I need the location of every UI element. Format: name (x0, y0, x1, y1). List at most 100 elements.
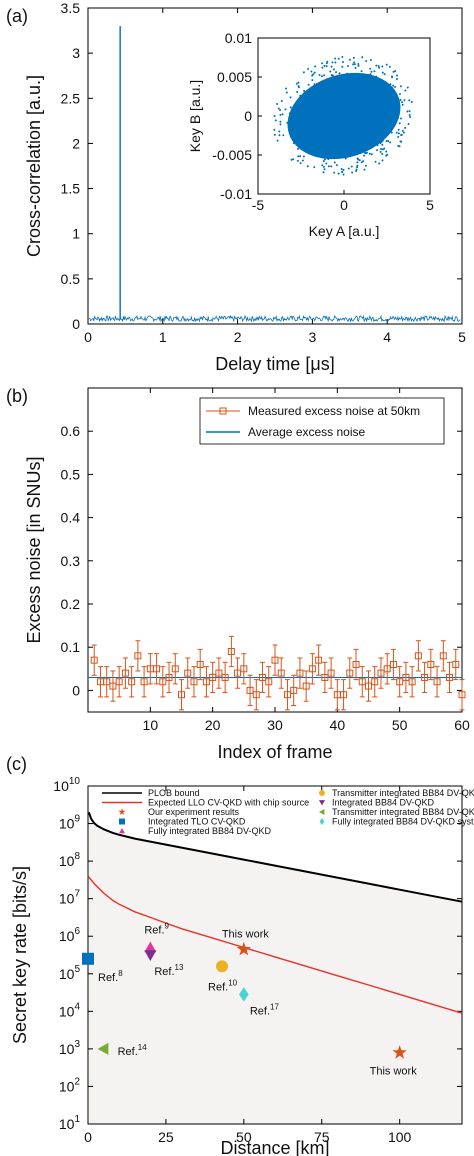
data-point (184, 669, 192, 677)
legend-marker (119, 828, 125, 834)
scatter-point (309, 87, 312, 90)
data-point (246, 686, 254, 694)
scatter-point (398, 145, 401, 148)
data-point (215, 669, 223, 677)
scatter-point (394, 102, 397, 105)
legend-marker (118, 808, 126, 815)
y-tick-label: 103 (59, 1039, 81, 1057)
scatter-point (292, 158, 295, 161)
scatter-point (340, 167, 343, 170)
y-tick-base: 10 (59, 1041, 75, 1057)
scatter-point (400, 140, 403, 143)
scatter-point (408, 114, 411, 117)
inset-y-axis-label: Key B [a.u.] (187, 80, 203, 152)
point-label-text: Ref. (144, 924, 164, 936)
scatter-point (299, 162, 302, 165)
scatter-point (392, 100, 395, 103)
scatter-point (306, 165, 309, 168)
scatter-point (394, 101, 397, 104)
y-tick-exponent: 7 (74, 889, 80, 900)
scatter-cloud (273, 55, 413, 176)
scatter-point (299, 155, 302, 158)
y-tick-label: 0.1 (61, 639, 81, 655)
scatter-point (389, 83, 392, 86)
point-marker (236, 941, 251, 956)
point-marker (216, 960, 229, 973)
x-tick-label: 100 (388, 1129, 412, 1145)
scatter-point (295, 104, 298, 107)
scatter-point (321, 62, 324, 65)
scatter-point (403, 99, 406, 102)
scatter-point (285, 87, 288, 90)
legend-box (199, 397, 445, 445)
scatter-point (380, 147, 383, 150)
inset-x-tick-label: 0 (340, 197, 348, 213)
data-point (296, 669, 304, 677)
point-label: Ref.13 (154, 963, 184, 978)
y-tick-label: 106 (59, 926, 81, 944)
scatter-point (352, 56, 355, 59)
y-tick-base: 10 (59, 928, 75, 944)
scatter-point (396, 104, 399, 107)
scatter-point (373, 70, 376, 73)
scatter-point (311, 79, 314, 82)
scatter-point (392, 107, 395, 110)
point-label-ref: 9 (165, 921, 170, 930)
point-label-text: This work (222, 928, 270, 940)
scatter-point (390, 88, 393, 91)
scatter-point (323, 158, 326, 161)
scatter-point (296, 90, 299, 93)
y-tick-exponent: 5 (74, 964, 80, 975)
scatter-point (335, 164, 338, 167)
scatter-point (408, 99, 411, 102)
scatter-point (387, 131, 390, 134)
scatter-point (322, 160, 325, 163)
x-tick-label: 60 (454, 717, 470, 733)
scatter-point (286, 121, 289, 124)
point-label: Ref.14 (118, 1043, 148, 1058)
data-point (365, 682, 372, 690)
scatter-point (291, 135, 294, 138)
point-label-text: This work (370, 1066, 418, 1078)
scatter-point (368, 152, 371, 155)
y-tick-label: 105 (59, 964, 81, 982)
scatter-point (400, 133, 403, 136)
y-tick-label: 1.5 (61, 181, 81, 197)
scatter-point (291, 133, 294, 136)
y-tick-label: 0 (72, 316, 80, 332)
scatter-point (406, 86, 409, 89)
scatter-point (354, 63, 357, 66)
y-tick-exponent: 4 (74, 1001, 80, 1012)
y-tick-base: 10 (59, 966, 75, 982)
scatter-point (302, 155, 305, 158)
scatter-point (296, 139, 299, 142)
data-point (427, 660, 435, 668)
y-tick-exponent: 8 (74, 851, 80, 862)
y-tick-base: 10 (59, 853, 75, 869)
scatter-point (376, 80, 379, 83)
data-point (308, 665, 316, 673)
point-marker (144, 941, 157, 953)
scatter-point (383, 73, 386, 76)
scatter-point (289, 123, 292, 126)
scatter-point (292, 142, 295, 145)
data-point (396, 678, 404, 686)
legend-marker (319, 809, 325, 815)
scatter-point (333, 161, 336, 164)
scatter-point (323, 64, 326, 67)
scatter-point (377, 65, 380, 68)
point-label-ref: 13 (175, 963, 184, 972)
scatter-point (325, 65, 328, 68)
point-marker (82, 952, 94, 965)
scatter-point (353, 61, 356, 64)
data-point (209, 673, 217, 681)
panel-a: (a) 0 1 2 3 4 5 0 0.5 1 1.5 2 2.5 3 3.5 Delay time [μs]… (6, 0, 466, 374)
scatter-point (388, 65, 391, 68)
x-tick-label: 50 (392, 717, 408, 733)
scatter-point (333, 171, 336, 174)
y-tick-label: 3.5 (61, 0, 81, 16)
scatter-point (312, 73, 315, 76)
legend-label: Transmitter integrated BB84 DV-QKD (332, 788, 474, 798)
scatter-point (303, 89, 306, 92)
data-point (259, 673, 267, 681)
